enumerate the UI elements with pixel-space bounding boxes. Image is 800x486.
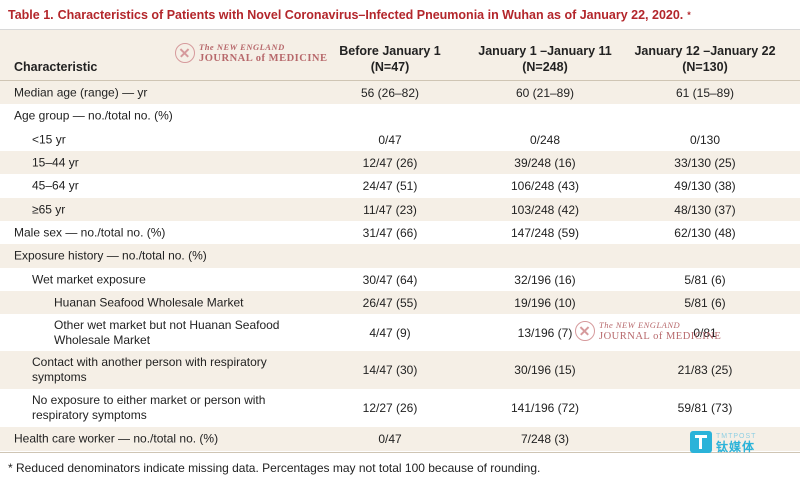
- cell-value: (7): [697, 432, 713, 446]
- cell-value: 13/196 (7): [517, 325, 573, 340]
- cell-value: 56 (26–82): [360, 85, 420, 100]
- cell-value: 103/248 (42): [510, 202, 580, 217]
- cell-value: 30/196 (15): [514, 363, 576, 377]
- table-header: Characteristic The NEW ENGLAND JOURNAL o…: [0, 30, 800, 81]
- cell-value: 60 (21–89): [515, 85, 575, 100]
- cell-value: 32/196 (16): [514, 272, 576, 287]
- table-number: Table 1.: [8, 7, 54, 22]
- header-col-before-jan1: Before January 1 (N=47): [339, 44, 441, 74]
- table-row: Huanan Seafood Wholesale Market 26/47 (5…: [0, 291, 800, 314]
- cell-value: 11/47 (23): [363, 202, 417, 217]
- table-row: <15 yr 0/47 0/248 0/130: [0, 128, 800, 151]
- table-row: Contact with another person with respira…: [0, 351, 800, 389]
- row-label: Male sex — no./total no. (%): [14, 225, 166, 239]
- cell-value: 62/130 (48): [674, 225, 736, 240]
- nejm-seal-icon: [575, 321, 595, 341]
- row-label: No exposure to either market or person w…: [32, 393, 266, 422]
- cell-value: 12/47 (26): [362, 155, 418, 170]
- table-caption: Characteristics of Patients with Novel C…: [57, 7, 684, 22]
- title-footnote-mark: *: [687, 9, 691, 20]
- row-label: Wet market exposure: [32, 272, 146, 286]
- row-label: ≥65 yr: [32, 202, 66, 216]
- cell-value: 30/47 (64): [362, 272, 418, 287]
- watermark-line1: The NEW ENGLAND: [199, 42, 285, 52]
- cell-value: 48/130 (37): [674, 202, 736, 217]
- cell-value: 33/130 (25): [674, 155, 736, 170]
- row-label: Age group — no./total no. (%): [14, 108, 173, 123]
- row-label: Huanan Seafood Wholesale Market: [54, 295, 244, 309]
- cell-value: 7/248 (3): [520, 432, 570, 446]
- table-row: ≥65 yr 11/47 (23) 103/248 (42) 48/130 (3…: [0, 198, 800, 221]
- cell-value: 14/47 (30): [362, 363, 418, 377]
- cell-value: 24/47 (51): [362, 179, 418, 193]
- row-label: 15–44 yr: [32, 155, 79, 169]
- cell-value: 4/47 (9): [369, 325, 411, 340]
- nejm-watermark: The NEW ENGLAND JOURNAL of MEDICINE: [575, 320, 721, 342]
- table-row: Other wet market but not Huanan Seafood …: [0, 314, 800, 351]
- table-row: Age group — no./total no. (%): [0, 104, 800, 128]
- table-row: 15–44 yr 12/47 (26) 39/248 (16) 33/130 (…: [0, 151, 800, 174]
- cell-value: 5/81 (6): [684, 295, 726, 310]
- cell-value: 0/248: [529, 132, 561, 147]
- table-row: Median age (range) — yr 56 (26–82) 60 (2…: [0, 81, 800, 104]
- cell-value: 141/196 (72): [510, 401, 580, 415]
- cell-value: 0/47: [378, 132, 402, 147]
- watermark-line2: JOURNAL of MEDICINE: [199, 53, 328, 64]
- table-row: Health care worker — no./total no. (%) 0…: [0, 427, 800, 451]
- table-row: 45–64 yr 24/47 (51) 106/248 (43) 49/130 …: [0, 174, 800, 198]
- table-row: Exposure history — no./total no. (%): [0, 244, 800, 268]
- table-body: Median age (range) — yr 56 (26–82) 60 (2…: [0, 81, 800, 451]
- row-label: Health care worker — no./total no. (%): [14, 431, 219, 446]
- row-label: Exposure history — no./total no. (%): [14, 248, 207, 263]
- cell-value: 5/81 (6): [684, 272, 726, 287]
- cell-value: 12/27 (26): [362, 401, 418, 415]
- cell-value: 106/248 (43): [510, 179, 580, 193]
- cell-value: 26/47 (55): [362, 295, 418, 310]
- cell-value: 61 (15–89): [675, 85, 735, 100]
- row-label: 45–64 yr: [32, 178, 79, 193]
- row-label: Median age (range) — yr: [14, 85, 148, 99]
- cell-value: 31/47 (66): [362, 225, 418, 240]
- row-label: Contact with another person with respira…: [32, 355, 267, 384]
- row-label: Other wet market but not Huanan Seafood …: [54, 317, 280, 347]
- cell-value: 0/130: [689, 132, 721, 147]
- row-label: <15 yr: [32, 132, 66, 146]
- cell-value: 0/81: [693, 325, 717, 340]
- table-title: Table 1. Characteristics of Patients wit…: [0, 0, 800, 30]
- cell-value: 39/248 (16): [514, 155, 576, 170]
- table-row: No exposure to either market or person w…: [0, 389, 800, 427]
- table-row: Wet market exposure 30/47 (64) 32/196 (1…: [0, 268, 800, 291]
- cell-value: 0/47: [378, 432, 402, 446]
- cell-value: 19/196 (10): [514, 295, 576, 310]
- nejm-seal-icon: [175, 43, 195, 63]
- header-col-jan12-jan22: January 12 –January 22 (N=130): [634, 44, 776, 74]
- cell-value: 147/248 (59): [510, 225, 580, 240]
- cell-value: 49/130 (38): [674, 179, 736, 193]
- table-footnote: * Reduced denominators indicate missing …: [0, 452, 800, 486]
- cell-value: 59/81 (73): [677, 401, 733, 415]
- nejm-watermark: The NEW ENGLAND JOURNAL of MEDICINE: [175, 42, 328, 64]
- header-characteristic: Characteristic: [14, 60, 98, 74]
- header-col-jan1-jan11: January 1 –January 11 (N=248): [478, 44, 612, 74]
- cell-value: 21/83 (25): [677, 363, 733, 377]
- table-row: Male sex — no./total no. (%) 31/47 (66) …: [0, 221, 800, 244]
